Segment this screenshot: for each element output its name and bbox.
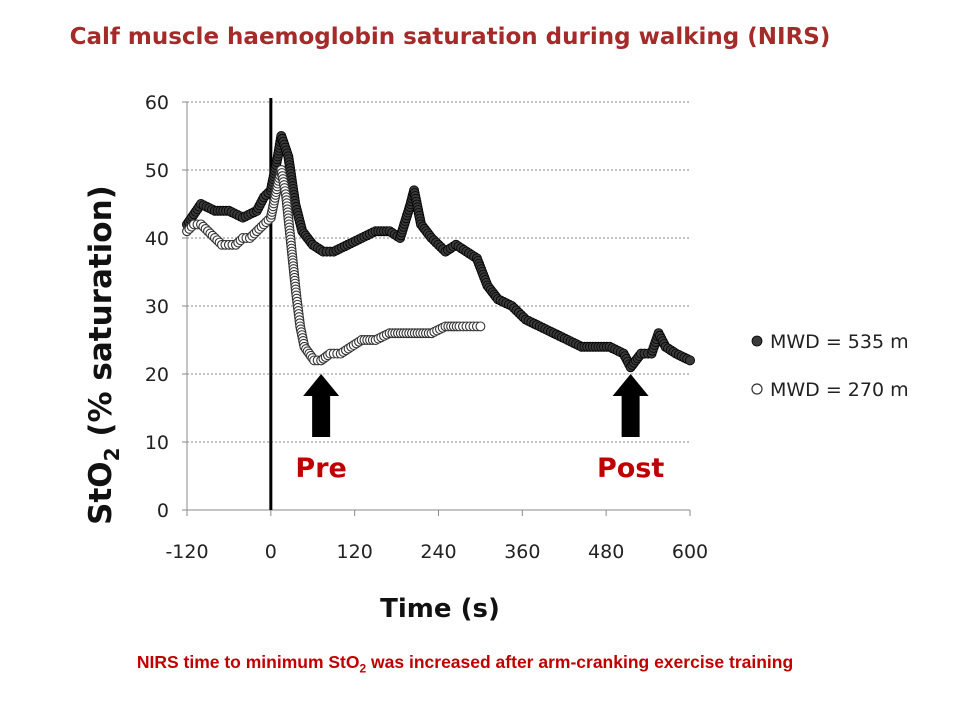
- y-axis-label-main: StO: [83, 461, 119, 525]
- page-title: Calf muscle haemoglobin saturation durin…: [69, 24, 831, 50]
- y-tick-label: 20: [145, 364, 169, 386]
- y-tick-label: 0: [157, 500, 169, 522]
- legend-entry: MWD = 270 m: [751, 379, 909, 401]
- x-tick-label: 240: [420, 541, 456, 563]
- footnote: NIRS time to minimum StO2 was increased …: [0, 652, 930, 676]
- legend-marker-open: [751, 383, 763, 395]
- y-axis-label-rest: (% saturation): [83, 185, 119, 447]
- x-tick-label: 0: [265, 541, 277, 563]
- arrow-up-icon: [612, 374, 649, 437]
- x-tick-label: 120: [337, 541, 373, 563]
- annotation-label: Post: [597, 453, 664, 484]
- data-point: [475, 321, 486, 332]
- series-mwd-270: [182, 165, 486, 366]
- legend: MWD = 535 m MWD = 270 m: [751, 331, 909, 401]
- x-tick-label: -120: [165, 541, 208, 563]
- annotation-label: Pre: [295, 453, 346, 484]
- arrow-up-icon: [303, 374, 340, 437]
- y-axis-label-sub: 2: [100, 447, 124, 461]
- y-tick-labels: 0 10 20 30 40 50 60: [145, 92, 169, 522]
- x-axis-label: Time (s): [380, 594, 500, 624]
- footnote-subscript: 2: [359, 661, 367, 676]
- footnote-text-rest: was increased after arm-cranking exercis…: [366, 652, 794, 672]
- y-tick-label: 10: [145, 432, 169, 454]
- annotation-arrows: Pre Post: [295, 374, 664, 484]
- x-tick-label: 360: [504, 541, 540, 563]
- footnote-text: NIRS time to minimum StO: [136, 652, 360, 672]
- y-axis-label: StO2 (% saturation): [83, 185, 124, 525]
- legend-label: MWD = 535 m: [770, 331, 909, 353]
- y-tick-label: 30: [145, 296, 169, 318]
- series-layer: [181, 130, 696, 373]
- legend-label: MWD = 270 m: [770, 379, 909, 401]
- y-tick-label: 60: [145, 92, 169, 114]
- arrow-pre: Pre: [295, 374, 347, 484]
- legend-marker-filled: [751, 335, 763, 347]
- x-tick-label: 600: [672, 541, 708, 563]
- y-tick-label: 40: [145, 228, 169, 250]
- series-mwd-535: [181, 130, 696, 373]
- x-tick-labels: -120 0 120 240 360 480 600: [165, 541, 708, 563]
- legend-entry: MWD = 535 m: [751, 331, 909, 353]
- y-tick-label: 50: [145, 160, 169, 182]
- x-tick-label: 480: [588, 541, 624, 563]
- data-point: [685, 355, 696, 366]
- grid: [187, 101, 690, 443]
- arrow-post: Post: [597, 374, 664, 484]
